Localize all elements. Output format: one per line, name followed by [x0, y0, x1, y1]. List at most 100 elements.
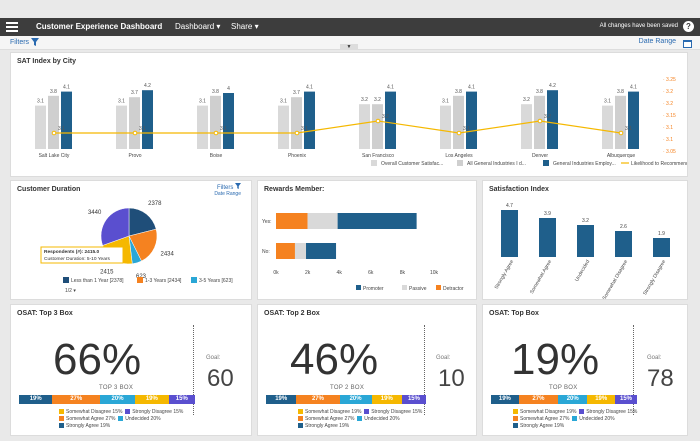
box-label: TOP 3 BOX: [99, 385, 134, 391]
bar: [359, 104, 370, 149]
filters-label: Filters: [216, 185, 234, 191]
y2-tick-label: · 3.15: [663, 113, 676, 119]
bar: [577, 225, 594, 257]
segment: 15%: [168, 395, 195, 404]
bar: [547, 90, 558, 149]
panel-title: OSAT: Top 2 Box: [264, 310, 320, 317]
data-label: 4.2: [144, 83, 151, 89]
legend-label: Somewhat Disagree 19%: [520, 409, 580, 415]
legend-label: Somewhat Disagree 19%: [305, 409, 365, 415]
bar: [210, 95, 221, 149]
pie-slice: [128, 207, 157, 237]
x-tick-label: San Francisco: [362, 153, 394, 159]
line-point: [294, 130, 300, 136]
segment: 19%: [266, 395, 297, 404]
legend-swatch: [137, 277, 143, 283]
slice-value-label: 3440: [88, 210, 102, 216]
legend-swatch: [364, 409, 370, 415]
bar: [615, 231, 632, 257]
panel-title: OSAT: Top 3 Box: [17, 310, 73, 317]
line-point: [213, 130, 219, 136]
data-label: 3.8: [212, 89, 219, 95]
bar: [61, 91, 72, 149]
goal-label: Goal:: [647, 355, 662, 361]
osat-percent: 66%: [53, 335, 142, 384]
help-icon[interactable]: ?: [683, 21, 694, 32]
funnel-icon: [31, 38, 40, 46]
panel-title: OSAT: Top Box: [489, 310, 539, 317]
legend-swatch: [125, 409, 131, 415]
data-label: 3.8: [536, 89, 543, 95]
data-label: 4: [227, 86, 230, 92]
segment: 20%: [558, 395, 588, 404]
line-label: 3.1: [139, 126, 146, 132]
customer-duration-pie: 2378243462324153440Respondents (#): 2415…: [40, 201, 233, 294]
legend-label: Strongly Disagree 15%: [371, 409, 426, 415]
bar: [372, 104, 383, 149]
line-label: 3.1: [58, 126, 65, 132]
segment: 15%: [401, 395, 426, 404]
pie-slice: [100, 207, 130, 246]
bar: [304, 91, 315, 149]
segment: 20%: [99, 395, 136, 404]
bar: [628, 91, 639, 149]
data-label: 4.1: [306, 85, 313, 91]
tooltip-box: [40, 246, 124, 264]
filters-button[interactable]: Filters: [10, 38, 40, 46]
duration-date-range-button[interactable]: Date Range: [214, 191, 241, 197]
legend-swatch: [579, 409, 585, 415]
bar-segment: [276, 243, 295, 259]
osat-segment-bar: 19% 27% 20% 19% 15%: [266, 395, 426, 404]
legend-row: Strongly Agree 19%: [513, 423, 640, 430]
legend-label: General Industries Employ...: [553, 161, 616, 167]
sat-index-chart: 3.1 3.8 4.1 Salt Lake City 3.1 3.7 4.2 Provo 3.1…: [35, 77, 687, 167]
line-label: 3.2: [382, 114, 389, 120]
bar: [602, 105, 613, 149]
line-label: 3.1: [301, 126, 308, 132]
segment: 19%: [491, 395, 519, 404]
bar: [278, 105, 289, 149]
rewards-member-panel: Rewards Member: Yes: No: 0k 2k 4k 6k 8k 10k Prom…: [257, 180, 477, 300]
legend-label: Somewhat Agree 27%: [520, 416, 573, 422]
bar: [291, 97, 302, 149]
segment: 27%: [52, 395, 100, 404]
top-bar: Customer Experience Dashboard Dashboard …: [0, 18, 700, 36]
segment: 19%: [135, 395, 169, 404]
line-label: 3.2: [544, 114, 551, 120]
osat-topbox-panel: OSAT: Top Box 19% TOP BOX Goal: 78 19% 27…: [482, 304, 688, 436]
legend-row: Strongly Agree 19%: [59, 423, 186, 430]
share-menu[interactable]: Share ▾: [231, 22, 259, 31]
legend-swatch: [543, 160, 549, 166]
collapse-toggle[interactable]: ▼: [340, 44, 358, 50]
hamburger-menu-icon[interactable]: [6, 22, 24, 32]
x-tick-label: 4k: [337, 270, 343, 276]
legend-swatch: [298, 423, 303, 429]
y-tick-label: No:: [262, 249, 270, 255]
legend-swatch: [298, 409, 303, 415]
legend-label: Strongly Agree 19%: [66, 423, 113, 429]
legend-swatch: [118, 416, 124, 422]
data-label: 3.1: [442, 99, 449, 105]
y2-tick-label: · 3.1: [663, 137, 673, 143]
x-tick-label: Denver: [532, 153, 548, 159]
segment: 27%: [518, 395, 559, 404]
data-label: 3.2: [582, 218, 589, 224]
legend-row: Somewhat Disagree 19% Strongly Disagree …: [298, 409, 425, 416]
legend-swatch: [572, 416, 578, 422]
legend-label: Passive: [409, 286, 427, 292]
duration-filters-button[interactable]: Filters: [217, 183, 241, 191]
bar-segment: [294, 243, 307, 259]
y2-tick-label: · 3.2: [663, 89, 673, 95]
panel-title: SAT Index by City: [17, 58, 76, 65]
dashboard-menu[interactable]: Dashboard ▾: [175, 22, 221, 31]
data-label: 3.1: [118, 99, 125, 105]
y2-tick-label: · 3.2: [663, 101, 673, 107]
date-range-button[interactable]: Date Range: [639, 38, 676, 45]
data-label: 3.1: [37, 99, 44, 105]
goal-label: Goal:: [436, 355, 451, 361]
data-label: 4.1: [63, 85, 70, 91]
legend-label: Likelihood to Recommend: [631, 161, 687, 167]
calendar-icon[interactable]: [683, 39, 692, 48]
x-tick-label: 0k: [273, 270, 279, 276]
